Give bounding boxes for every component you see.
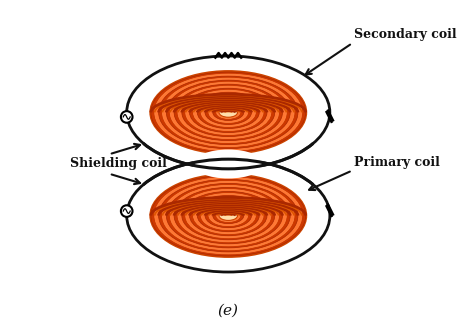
Circle shape [121,205,133,217]
Ellipse shape [149,173,307,258]
Ellipse shape [182,192,275,240]
Ellipse shape [155,177,302,254]
Ellipse shape [205,100,252,125]
Text: Shielding coil: Shielding coil [70,157,167,171]
Ellipse shape [170,82,286,143]
Ellipse shape [219,108,237,117]
Ellipse shape [197,96,259,129]
Ellipse shape [213,104,244,120]
Ellipse shape [170,185,286,246]
Ellipse shape [166,80,290,145]
Ellipse shape [174,187,283,244]
Ellipse shape [213,208,244,224]
Ellipse shape [151,175,306,256]
Ellipse shape [209,206,247,226]
Ellipse shape [159,179,298,252]
Ellipse shape [178,86,279,139]
Ellipse shape [220,212,236,220]
Ellipse shape [186,194,271,238]
Ellipse shape [178,189,279,242]
Ellipse shape [219,211,237,220]
Ellipse shape [217,106,240,118]
Ellipse shape [193,94,263,131]
Ellipse shape [209,102,247,122]
Ellipse shape [163,78,294,147]
Ellipse shape [190,195,267,236]
Ellipse shape [224,214,232,217]
Ellipse shape [201,201,255,230]
Ellipse shape [149,70,307,155]
Ellipse shape [190,92,267,133]
Ellipse shape [220,108,236,116]
Ellipse shape [174,84,283,141]
Circle shape [121,111,133,123]
Text: (e): (e) [218,303,239,317]
Ellipse shape [201,98,255,127]
Ellipse shape [155,74,302,151]
Ellipse shape [217,210,240,222]
Ellipse shape [205,203,252,228]
Ellipse shape [197,199,259,232]
Ellipse shape [224,111,232,114]
Ellipse shape [186,90,271,134]
Ellipse shape [159,76,298,149]
Ellipse shape [193,197,263,234]
Ellipse shape [151,72,306,153]
Text: Primary coil: Primary coil [354,156,440,169]
Ellipse shape [193,150,264,178]
Ellipse shape [163,181,294,250]
Text: Secondary coil: Secondary coil [354,29,456,41]
Ellipse shape [182,88,275,136]
Ellipse shape [166,183,290,248]
